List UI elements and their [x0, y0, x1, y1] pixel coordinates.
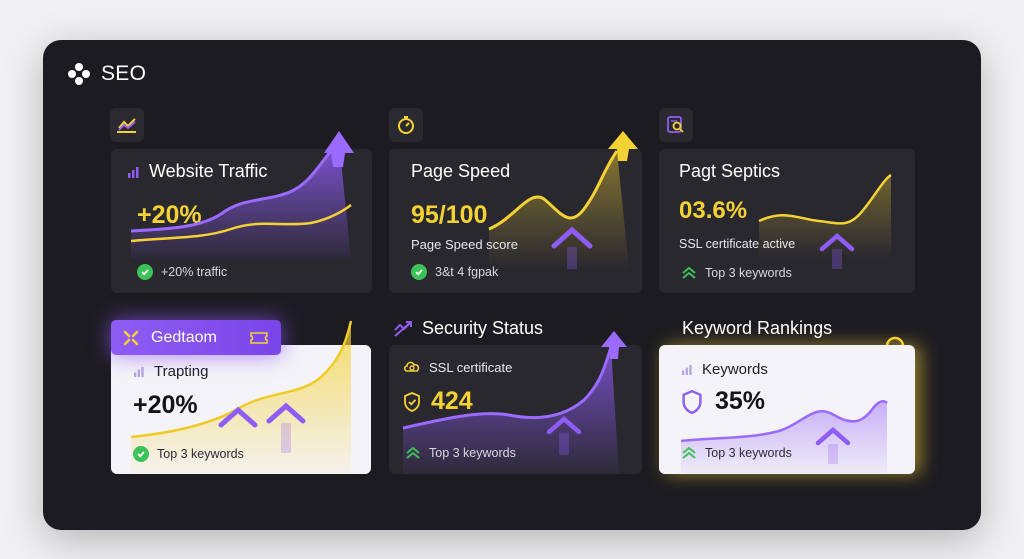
brand[interactable]: SEO: [67, 62, 146, 86]
security-status-card[interactable]: SSL certificate 424 Top 3 keywords: [389, 331, 642, 474]
trapting-footer: Top 3 keywords: [133, 446, 244, 462]
page-speed-card[interactable]: Page Speed 95/100 Page Speed score 3&t 4…: [389, 131, 642, 293]
trend-chart-icon: [394, 320, 412, 337]
traffic-icon-box[interactable]: [110, 108, 144, 142]
check-icon: [411, 264, 427, 280]
bar-signal-icon: [134, 366, 144, 377]
septics-card[interactable]: Pagt Septics 03.6% SSL certificate activ…: [659, 149, 915, 293]
septics-footer: Top 3 keywords: [681, 266, 792, 280]
ticket-icon: [250, 331, 268, 344]
chevron-up-double-icon: [682, 446, 696, 459]
speed-chart: [488, 131, 638, 269]
keywords-chart: [680, 400, 888, 474]
card-title: Trapting: [133, 363, 208, 380]
shield-check-icon: [404, 391, 420, 412]
trapting-card[interactable]: Trapting +20% Top 3 keywords: [111, 320, 371, 474]
stopwatch-icon: [398, 116, 414, 134]
speed-icon-box[interactable]: [389, 108, 423, 142]
cloud-gear-icon: [403, 361, 420, 372]
trapting-value: +20%: [133, 391, 198, 419]
septics-value: 03.6%: [679, 197, 748, 224]
card-title: Keywords: [681, 361, 768, 378]
brand-name: SEO: [101, 62, 147, 85]
traffic-chart: [130, 131, 354, 259]
security-chart: [402, 331, 627, 474]
dashboard-panel: SEO Website Traffic +20%: [43, 40, 981, 530]
check-icon: [133, 446, 149, 462]
security-footer: Top 3 keywords: [405, 446, 516, 460]
keywords-footer: Top 3 keywords: [681, 446, 792, 460]
speed-footer: 3&t 4 fgpak: [411, 264, 498, 280]
speed-subtitle: Page Speed score: [411, 237, 518, 252]
card-title: Website Traffic: [127, 161, 267, 182]
keyword-rankings-card[interactable]: Keywords 35% Top 3 keywords: [659, 345, 915, 474]
tag-label: Gedtaom: [151, 328, 217, 346]
shield-check-icon: [682, 389, 702, 414]
septics-subtitle: SSL certificate active: [679, 237, 796, 251]
chevron-up-double-icon: [406, 446, 420, 459]
bar-signal-icon: [682, 364, 692, 375]
septics-chart: [758, 173, 892, 269]
search-document-icon: [667, 116, 684, 133]
chevron-up-double-icon: [682, 266, 696, 279]
card-title: Page Speed: [411, 161, 511, 181]
security-status-heading: Security Status: [393, 318, 543, 339]
security-value: 424: [403, 387, 473, 416]
keywords-value: 35%: [681, 387, 765, 416]
card-title: Pagt Septics: [679, 161, 781, 181]
card-title: SSL certificate: [403, 359, 512, 375]
keyword-rankings-heading: Keyword Rankings: [682, 318, 833, 338]
website-traffic-card[interactable]: Website Traffic +20% +20% traffic: [111, 131, 372, 293]
speed-value: 95/100: [411, 201, 488, 229]
traffic-footer: +20% traffic: [137, 264, 227, 280]
bar-signal-icon: [128, 166, 139, 178]
septics-icon-box[interactable]: [659, 108, 693, 142]
trapting-chart: [130, 320, 353, 474]
trend-chart-icon: [117, 118, 136, 133]
gedtaom-tag[interactable]: Gedtaom: [111, 320, 281, 355]
check-icon: [137, 264, 153, 280]
brand-logo-icon: [68, 63, 90, 85]
brand-logo-icon: [123, 330, 139, 345]
